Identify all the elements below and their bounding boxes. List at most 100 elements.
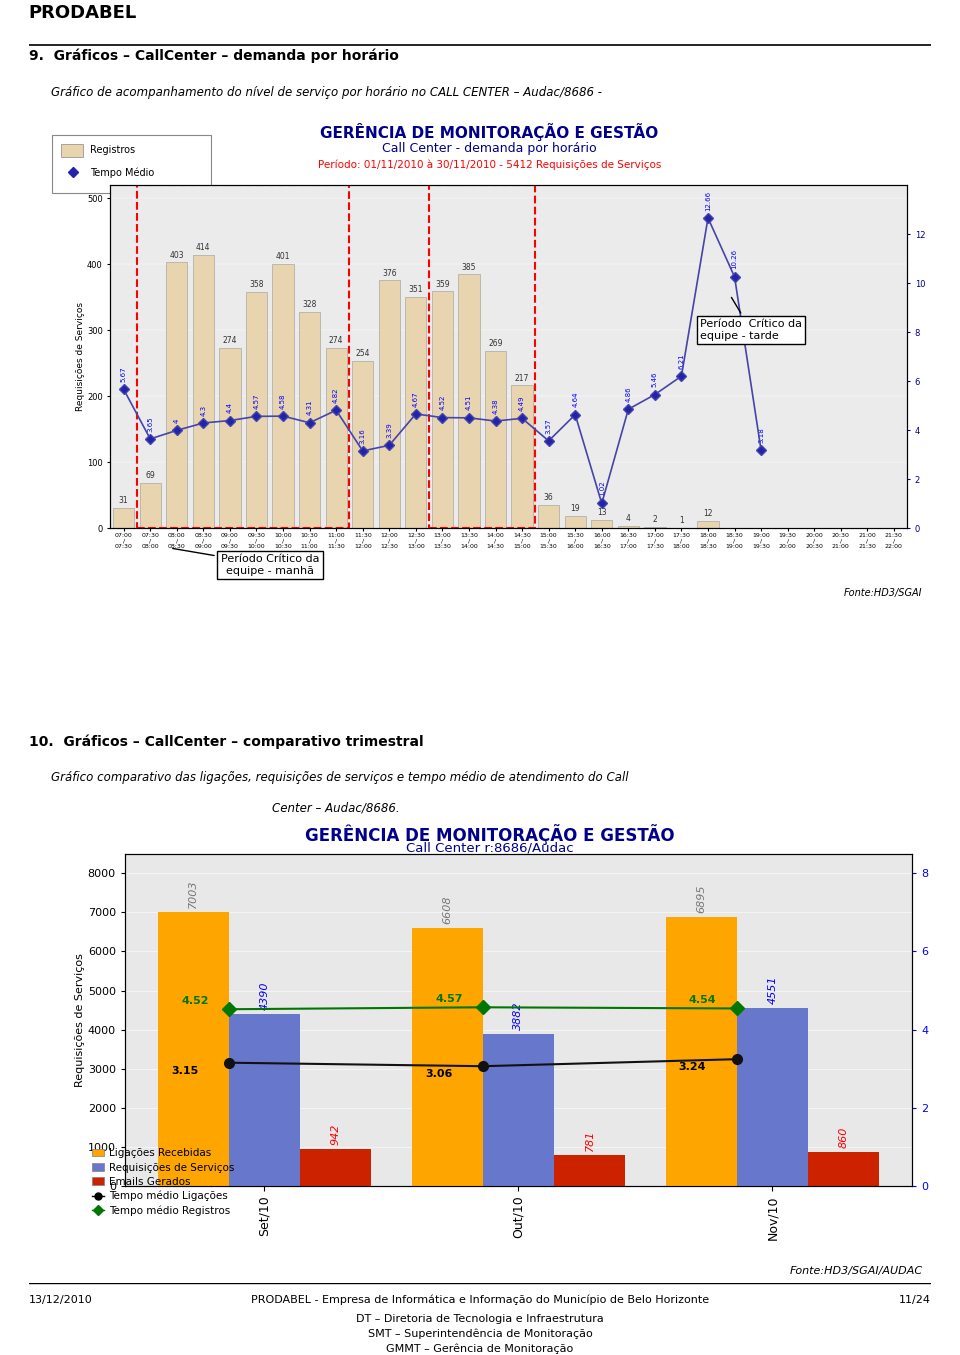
Text: 7003: 7003 [188, 879, 199, 908]
Text: 9.  Gráficos – CallCenter – demanda por horário: 9. Gráficos – CallCenter – demanda por h… [29, 49, 398, 64]
Text: 4.3: 4.3 [201, 405, 206, 416]
Text: 4.82: 4.82 [333, 388, 339, 402]
Bar [512, 385, 533, 528]
Text: 4.51: 4.51 [466, 394, 472, 411]
Text: 3.16: 3.16 [360, 428, 366, 443]
Bar [166, 263, 187, 528]
Y-axis label: Requisições de Serviços: Requisições de Serviços [75, 953, 84, 1087]
FancyBboxPatch shape [53, 134, 211, 194]
Text: GERÊNCIA DE MONITORAÇÃO E GESTÃO: GERÊNCIA DE MONITORAÇÃO E GESTÃO [321, 123, 659, 141]
Text: 69: 69 [145, 472, 156, 480]
Text: Call Center r:8686/Audac: Call Center r:8686/Audac [406, 841, 573, 855]
Bar [432, 291, 453, 528]
Bar [617, 526, 639, 528]
Text: 4.54: 4.54 [689, 996, 716, 1005]
Text: 328: 328 [302, 301, 317, 309]
Text: Período Crítico da
equipe - manhã: Período Crítico da equipe - manhã [173, 549, 320, 576]
Bar [273, 264, 294, 528]
Text: 13/12/2010: 13/12/2010 [29, 1295, 92, 1305]
Text: 10.26: 10.26 [732, 249, 737, 270]
Bar [405, 297, 426, 528]
Bar [697, 520, 719, 528]
Text: 351: 351 [409, 285, 423, 294]
Text: Período  Crítico da
equipe - tarde: Período Crítico da equipe - tarde [700, 297, 802, 341]
Text: 4.38: 4.38 [492, 398, 498, 413]
Text: 11/24: 11/24 [900, 1295, 931, 1305]
Bar [325, 347, 347, 528]
Bar [564, 516, 586, 528]
Text: 4.52: 4.52 [181, 996, 208, 1007]
Text: 403: 403 [170, 251, 184, 260]
Text: 4551: 4551 [767, 976, 778, 1004]
Text: 31: 31 [119, 496, 129, 505]
Text: PRODABEL: PRODABEL [29, 4, 137, 22]
Bar [61, 145, 84, 157]
Text: 6608: 6608 [443, 896, 452, 924]
Bar [485, 351, 506, 528]
Text: 19: 19 [570, 504, 580, 514]
Text: 6.21: 6.21 [679, 354, 684, 369]
Y-axis label: Requisições de Serviços: Requisições de Serviços [77, 302, 85, 412]
Text: 274: 274 [223, 336, 237, 346]
Text: 4.86: 4.86 [625, 386, 632, 402]
Bar [113, 508, 134, 528]
Text: 4.64: 4.64 [572, 392, 578, 408]
Bar [228, 1015, 300, 1186]
Text: Registros: Registros [90, 145, 135, 156]
Text: 4.52: 4.52 [440, 394, 445, 411]
Bar [139, 482, 161, 528]
Bar [736, 1008, 808, 1186]
Text: 217: 217 [515, 374, 529, 382]
Text: 414: 414 [196, 244, 210, 252]
Text: 3.06: 3.06 [425, 1069, 452, 1080]
Text: 254: 254 [355, 350, 370, 358]
Text: Gráfico comparativo das ligações, requisições de serviços e tempo médio de atend: Gráfico comparativo das ligações, requis… [52, 771, 629, 785]
Text: 4.31: 4.31 [306, 400, 313, 416]
Text: 12: 12 [704, 509, 712, 518]
Bar [352, 360, 373, 528]
Text: Fonte:HD3/SGAI: Fonte:HD3/SGAI [844, 588, 923, 598]
Bar [299, 312, 321, 528]
Text: Call Center - demanda por horário: Call Center - demanda por horário [382, 142, 597, 154]
Text: 5.67: 5.67 [121, 366, 127, 382]
Text: PRODABEL - Empresa de Informática e Informação do Município de Belo Horizonte: PRODABEL - Empresa de Informática e Info… [251, 1295, 709, 1305]
Text: 4.58: 4.58 [280, 393, 286, 409]
Bar [157, 912, 228, 1186]
Text: 4390: 4390 [259, 982, 270, 1011]
Text: 2: 2 [653, 515, 658, 524]
Bar [591, 520, 612, 528]
Bar [300, 1149, 372, 1186]
Text: 6895: 6895 [696, 885, 707, 913]
Text: Período: 01/11/2010 à 30/11/2010 - 5412 Requisições de Serviços: Período: 01/11/2010 à 30/11/2010 - 5412 … [318, 159, 661, 169]
Bar [665, 916, 736, 1186]
Text: 3.15: 3.15 [171, 1066, 199, 1076]
Text: 385: 385 [462, 263, 476, 271]
Bar [412, 928, 483, 1186]
Text: 3.18: 3.18 [758, 427, 764, 443]
Text: 3882: 3882 [514, 1001, 523, 1030]
Text: 359: 359 [435, 279, 449, 289]
Text: 269: 269 [489, 339, 503, 348]
Text: 1: 1 [679, 516, 684, 526]
Text: 4.57: 4.57 [253, 393, 259, 409]
Text: 376: 376 [382, 268, 396, 278]
Bar [246, 293, 267, 528]
Text: 942: 942 [330, 1123, 341, 1145]
Text: 860: 860 [838, 1127, 849, 1148]
Bar [193, 255, 214, 528]
Text: Tempo Médio: Tempo Médio [90, 167, 155, 178]
Text: 1.02: 1.02 [599, 481, 605, 496]
Text: 4.57: 4.57 [435, 995, 463, 1004]
Legend: Ligações Recebidas, Requisições de Serviços, Emails Gerados, Tempo médio Ligaçõe: Ligações Recebidas, Requisições de Servi… [87, 1144, 239, 1221]
Text: GERÊNCIA DE MONITORAÇÃO E GESTÃO: GERÊNCIA DE MONITORAÇÃO E GESTÃO [304, 824, 675, 846]
Text: 4.49: 4.49 [519, 396, 525, 411]
Text: 401: 401 [276, 252, 290, 262]
Text: 4: 4 [626, 514, 631, 523]
Text: Comparativo trimestral das ligações, requisições de serviços e tempo médio: Comparativo trimestral das ligações, req… [276, 859, 703, 869]
Text: 36: 36 [543, 493, 554, 503]
Text: 3.65: 3.65 [147, 416, 154, 432]
Text: 3.57: 3.57 [545, 417, 552, 434]
Text: 274: 274 [329, 336, 344, 346]
Text: 12.66: 12.66 [705, 191, 711, 210]
Bar [483, 1034, 554, 1186]
